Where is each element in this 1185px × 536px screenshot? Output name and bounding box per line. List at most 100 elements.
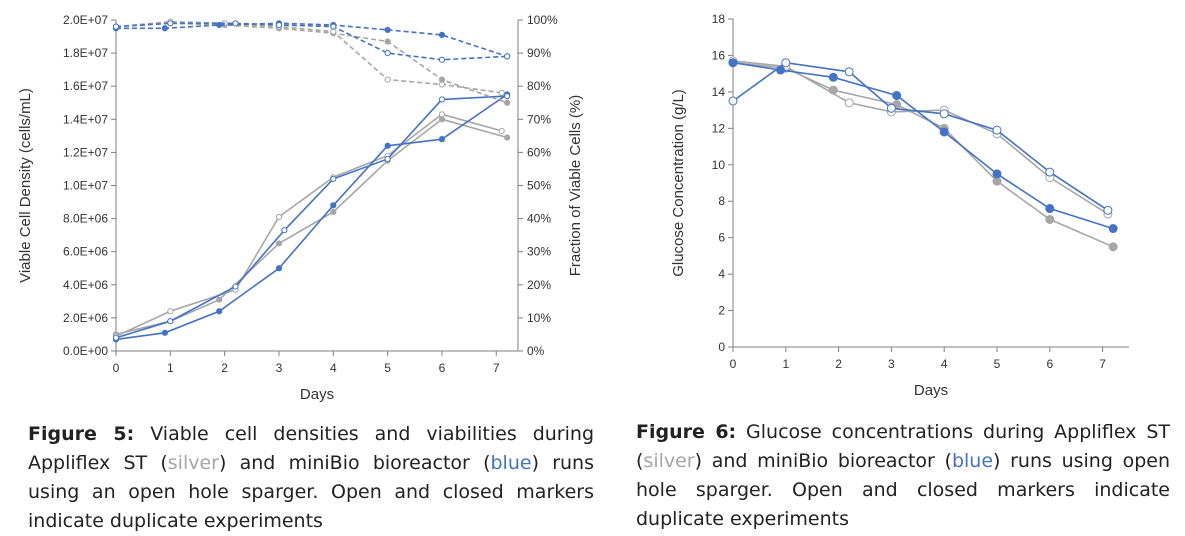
fig6-y-tick-label: 16 xyxy=(712,48,726,62)
fig5-x-axis-title: Days xyxy=(300,386,334,403)
fig6-series-3-point xyxy=(939,127,949,137)
fig6-x-tick-label: 7 xyxy=(1099,357,1106,371)
fig5-series-3-point xyxy=(275,265,283,272)
fig5-series-8-point xyxy=(438,56,446,63)
fig5-series-8-point xyxy=(167,20,174,27)
fig6-series-3-point xyxy=(828,72,838,82)
fig6-x-tick-label: 3 xyxy=(888,357,895,371)
fig5-series-2-point xyxy=(438,111,446,118)
figure6-caption-blue: blue xyxy=(951,450,994,472)
fig5-x-tick-label: 7 xyxy=(493,361,500,375)
fig6-series-4-point xyxy=(992,125,1002,135)
figure6-caption-label: Figure 6: xyxy=(636,421,737,443)
fig5-series-4-point xyxy=(384,155,391,163)
fig6-series-4-point xyxy=(939,109,949,119)
fig6-y-tick-label: 14 xyxy=(712,85,726,99)
fig6-series-3-line xyxy=(732,61,1114,230)
fig5-series-1-line xyxy=(115,118,508,336)
fig6-y-tick-label: 12 xyxy=(712,121,726,135)
fig5-y2-tick-label: 0% xyxy=(527,344,545,358)
fig5-series-4-line xyxy=(115,95,508,339)
figure5-caption-blue: blue xyxy=(490,452,532,474)
fig6-series-3-point xyxy=(1108,224,1118,234)
fig6-y-tick-label: 10 xyxy=(712,158,726,172)
figure5-caption-text-2: ) and miniBio bioreactor ( xyxy=(218,452,491,474)
fig6-y-tick-label: 18 xyxy=(712,12,726,26)
figure6-caption-text-1: Glucose concentrations during Appliflex … xyxy=(636,421,1170,472)
fig5-y2-tick-label: 50% xyxy=(527,179,551,193)
fig5-series-5-point xyxy=(438,76,446,83)
fig5-series-3-point xyxy=(384,142,391,149)
fig6-series-3-point xyxy=(992,169,1002,179)
fig6-series-4-point xyxy=(886,103,896,113)
fig5-series-3-point xyxy=(438,136,446,143)
figure5-caption-text-1: Viable cell densities and viabilities du… xyxy=(28,423,595,474)
fig5-series-1-point xyxy=(275,240,283,247)
fig5-y-tick-label: 6.0E+06 xyxy=(63,245,108,259)
fig5-series-5-point xyxy=(504,99,511,106)
fig5-x-tick-label: 6 xyxy=(439,361,446,375)
fig5-series-7-point xyxy=(438,31,446,38)
fig5-series-7-line xyxy=(116,22,508,58)
fig6-series-4-point xyxy=(728,96,738,106)
fig5-series-1-point xyxy=(330,208,337,216)
fig5-y2-tick-label: 70% xyxy=(527,112,551,126)
fig5-series-4-point xyxy=(232,283,239,290)
fig5-y-tick-label: 0.0E+00 xyxy=(63,344,108,358)
fig6-y-tick-label: 8 xyxy=(718,194,725,208)
fig6-x-tick-label: 6 xyxy=(1046,357,1053,371)
fig5-series-3-line xyxy=(115,93,508,341)
fig5-series-4-point xyxy=(504,93,511,100)
fig5-x-tick-label: 4 xyxy=(330,361,337,375)
fig5-series-3-point xyxy=(161,329,168,336)
fig6-series-4-point xyxy=(1103,205,1113,215)
fig5-series-2-point xyxy=(167,308,174,315)
figure5-caption-silver: silver xyxy=(167,452,219,474)
fig5-y-tick-label: 8.0E+06 xyxy=(63,212,108,226)
fig5-series-2-point xyxy=(275,213,283,221)
fig5-series-7-point xyxy=(384,26,391,34)
figure6-caption: Figure 6: Glucose concentrations during … xyxy=(636,418,1170,534)
fig6-x-tick-label: 2 xyxy=(835,357,842,371)
figure5-caption: Figure 5: Viable cell densities and viab… xyxy=(28,420,594,536)
fig5-series-8-point xyxy=(384,50,391,57)
fig5-y-tick-label: 1.0E+07 xyxy=(63,179,108,193)
fig5-x-tick-label: 1 xyxy=(167,361,174,375)
fig5-y2-tick-label: 40% xyxy=(527,212,551,226)
figure5-caption-label: Figure 5: xyxy=(28,423,135,445)
figure5-caption-text-3: ) runs using an open hole sparger. Open … xyxy=(28,452,594,532)
fig5-series-3-point xyxy=(216,308,223,315)
fig5-series-6-point xyxy=(384,76,391,83)
fig6-y-axis-title: Glucose Concentration (g/L) xyxy=(670,89,687,277)
fig6-series-3-point xyxy=(728,58,738,68)
fig5-y2-tick-label: 100% xyxy=(527,13,558,27)
fig5-series-6-point xyxy=(498,89,505,96)
fig5-y-tick-label: 4.0E+06 xyxy=(63,278,108,292)
fig6-series-4-point xyxy=(781,58,791,68)
figure6-caption-text-2: ) and miniBio bioreactor ( xyxy=(694,450,952,472)
fig6-series-3-point xyxy=(1045,204,1055,214)
figure6-caption-text-3: ) runs using open hole sparger. Open and… xyxy=(636,450,1170,530)
fig5-series-4-point xyxy=(281,227,288,234)
fig6-series-4-point xyxy=(1045,167,1055,177)
fig5-series-3-point xyxy=(330,202,337,209)
fig6-series-2-point xyxy=(844,98,854,108)
fig5-y2-tick-label: 10% xyxy=(527,311,551,325)
fig5-series-8-point xyxy=(504,53,511,60)
fig5-series-1-point xyxy=(504,134,511,141)
figure5-chart: 0 1 2 3 4 5 6 7 0.0E+00 2.0E+06 4.0E+06 6.0E+06 8.0E… xyxy=(17,13,584,403)
fig5-series-5-line xyxy=(115,22,508,104)
fig5-x-tick-label: 5 xyxy=(384,361,391,375)
fig6-series-4-point xyxy=(844,67,854,77)
fig6-x-tick-label: 5 xyxy=(994,357,1001,371)
fig5-series-8-line xyxy=(115,22,508,61)
fig5-y2-axis-title: Fraction of Viable Cells (%) xyxy=(567,95,584,276)
fig5-y-tick-label: 1.8E+07 xyxy=(63,46,108,60)
fig5-series-2-line xyxy=(115,113,502,337)
fig5-y2-tick-label: 80% xyxy=(527,79,551,93)
fig5-y-tick-label: 2.0E+07 xyxy=(63,13,108,27)
fig5-series-7-point xyxy=(161,25,168,32)
fig6-y-tick-label: 6 xyxy=(718,231,725,245)
fig6-series-1-point xyxy=(1108,242,1118,252)
